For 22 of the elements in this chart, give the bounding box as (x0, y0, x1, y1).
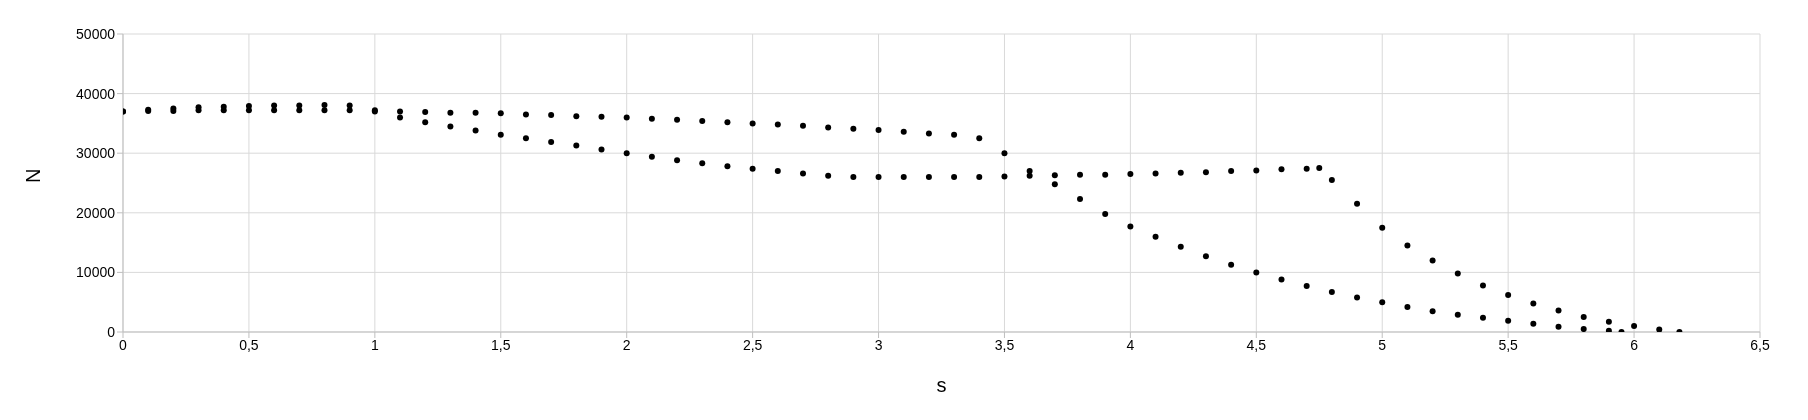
x-axis-title: s (936, 374, 947, 396)
x-tick-label: 3 (874, 336, 883, 353)
y-axis-title: N (22, 168, 45, 183)
x-tick-label: 1 (370, 336, 379, 353)
y-tick-label: 30000 (76, 145, 116, 162)
y-tick-label: 10000 (76, 264, 116, 281)
y-tick-label: 40000 (76, 85, 116, 102)
x-tick-label: 4,5 (1246, 336, 1267, 353)
x-tick-label: 6 (1630, 336, 1639, 353)
y-tick-label: 20000 (76, 204, 116, 221)
x-tick-label: 3,5 (994, 336, 1015, 353)
y-tick-label: 50000 (76, 25, 116, 42)
y-tick-label: 0 (107, 323, 116, 340)
x-tick-label: 6,5 (1750, 336, 1770, 353)
x-tick-label: 0,5 (239, 336, 259, 353)
x-tick-label: 2 (622, 336, 631, 353)
x-tick-label: 2,5 (742, 336, 763, 353)
x-tick-label: 1,5 (491, 336, 511, 353)
x-tick-label: 4 (1126, 336, 1135, 353)
x-tick-label: 5,5 (1498, 336, 1519, 353)
x-tick-label: 0 (119, 336, 128, 353)
x-tick-label: 5 (1378, 336, 1387, 353)
